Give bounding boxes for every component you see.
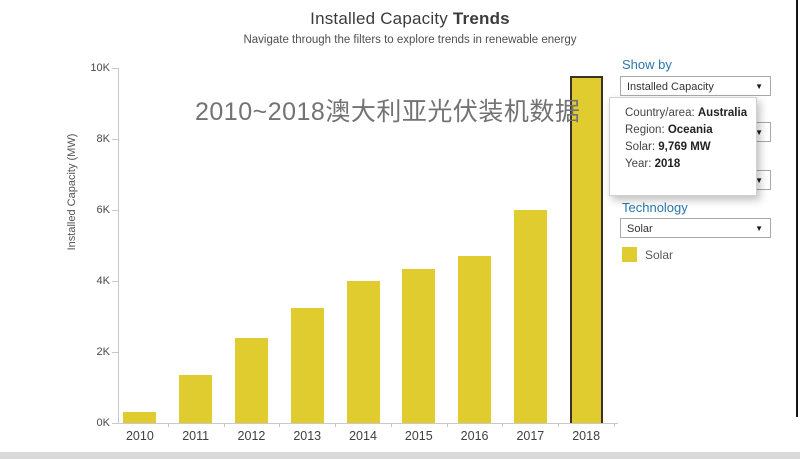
x-label-2014: 2014 xyxy=(349,429,377,443)
x-tick-mark xyxy=(614,423,615,427)
y-tick-mark xyxy=(112,210,118,211)
bar-2012[interactable] xyxy=(234,338,268,423)
x-tick-mark xyxy=(335,423,337,427)
x-tick-mark xyxy=(558,423,560,427)
technology-dropdown-value: Solar xyxy=(627,223,653,235)
x-tick-mark xyxy=(279,423,281,427)
tooltip-row-country: Country/area: Australia xyxy=(625,107,748,119)
bar-slot-2014 xyxy=(335,68,391,423)
y-axis-line xyxy=(118,68,119,423)
bar-slot-2011 xyxy=(168,68,224,423)
bottom-strip xyxy=(0,452,800,459)
y-tick-mark xyxy=(112,352,118,353)
legend-item-solar[interactable]: Solar xyxy=(622,247,673,262)
y-axis-label: Installed Capacity (MW) xyxy=(66,133,78,251)
y-tick-6K: 6K xyxy=(96,204,110,216)
technology-dropdown[interactable]: Solar xyxy=(620,218,771,238)
bar-slot-2016 xyxy=(447,68,503,423)
y-tick-8K: 8K xyxy=(96,133,110,145)
y-tick-mark xyxy=(112,139,118,140)
x-label-2012: 2012 xyxy=(237,429,266,443)
x-label-2013: 2013 xyxy=(293,429,322,443)
bar-2013[interactable] xyxy=(290,308,324,423)
y-tick-0K: 0K xyxy=(96,417,110,429)
x-label-2018: 2018 xyxy=(572,429,601,443)
y-tick-2K: 2K xyxy=(96,346,110,358)
y-tick-mark xyxy=(112,68,118,69)
tooltip-row-region: Region: Oceania xyxy=(625,124,713,136)
tooltip-row-year: Year: 2018 xyxy=(625,158,681,170)
y-tick-4K: 4K xyxy=(96,275,110,287)
legend-swatch xyxy=(622,247,637,262)
technology-heading: Technology xyxy=(622,200,688,215)
x-tick-mark xyxy=(223,423,225,427)
x-label-2017: 2017 xyxy=(516,429,545,443)
y-tick-mark xyxy=(112,281,118,282)
page-subtitle: Navigate through the filters to explore … xyxy=(243,34,577,46)
y-tick-10K: 10K xyxy=(90,62,110,74)
x-axis-line xyxy=(118,423,618,424)
bar-2014[interactable] xyxy=(346,281,380,423)
x-axis-labels: 2010 2011 2012 2013 2014 2015 2016 2017 2018 xyxy=(112,429,614,443)
bar-2016[interactable] xyxy=(458,256,492,423)
x-label-2016: 2016 xyxy=(460,429,489,443)
bar-slot-2012 xyxy=(224,68,280,423)
page-title: Installed Capacity Trends xyxy=(20,9,800,29)
chevron-down-icon[interactable] xyxy=(755,77,763,97)
screenshot-edge-line xyxy=(796,0,798,417)
chart-annotation: 2010~2018澳大利亚光伏装机数据 xyxy=(195,98,581,126)
tooltip-row-solar: Solar: 9,769 MW xyxy=(625,141,711,153)
x-tick-mark xyxy=(167,423,169,427)
show-by-dropdown[interactable]: Installed Capacity xyxy=(620,76,771,96)
bar-slot-2017 xyxy=(502,68,558,423)
y-tick-mark xyxy=(112,423,118,424)
bar-2010[interactable] xyxy=(123,412,157,423)
x-tick-mark xyxy=(502,423,504,427)
page-title-bold: Trends xyxy=(452,9,510,28)
chevron-down-icon[interactable] xyxy=(755,219,763,239)
bar-chart xyxy=(112,68,614,423)
x-tick-mark xyxy=(446,423,448,427)
show-by-dropdown-value: Installed Capacity xyxy=(627,81,714,93)
bar-slot-2010 xyxy=(112,68,168,423)
tooltip: Country/area: Australia Region: Oceania … xyxy=(609,97,757,196)
legend-label: Solar xyxy=(645,247,674,262)
bar-2018[interactable] xyxy=(569,76,603,423)
x-label-2010: 2010 xyxy=(125,429,154,443)
bar-2017[interactable] xyxy=(513,210,547,423)
x-label-2011: 2011 xyxy=(182,429,210,443)
page-title-regular: Installed Capacity xyxy=(310,9,453,28)
bar-2015[interactable] xyxy=(402,269,436,423)
x-tick-mark xyxy=(390,423,392,427)
bar-2011[interactable] xyxy=(179,375,213,423)
bar-slot-2013 xyxy=(279,68,335,423)
show-by-heading: Show by xyxy=(622,57,672,72)
bar-slot-2015 xyxy=(391,68,447,423)
bar-slot-2018 xyxy=(558,68,614,423)
x-label-2015: 2015 xyxy=(404,429,433,443)
